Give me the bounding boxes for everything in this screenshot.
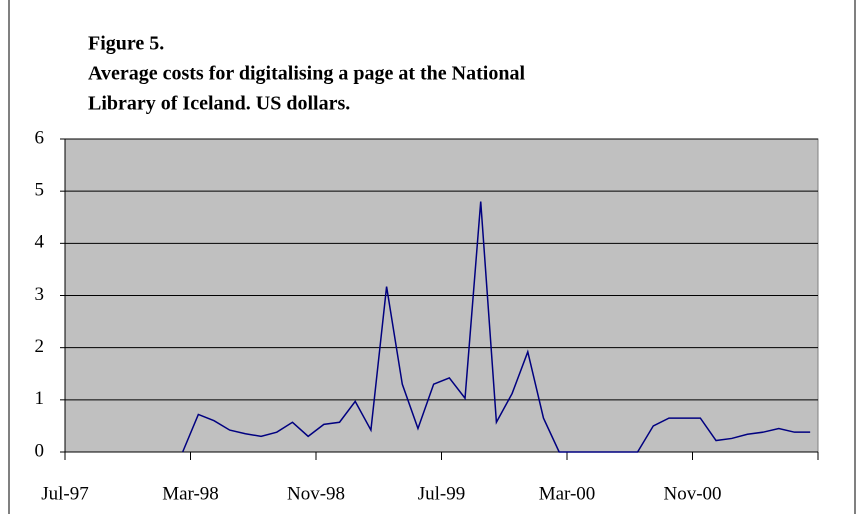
y-tick-label: 2 (35, 336, 45, 357)
chart-title: Figure 5. (88, 33, 164, 55)
y-tick-label: 3 (35, 284, 45, 305)
chart-title: Average costs for digitalising a page at… (88, 63, 525, 85)
y-tick-label: 0 (35, 440, 45, 461)
x-tick-label: Mar-98 (162, 483, 219, 504)
x-tick-label: Mar-00 (539, 483, 596, 504)
y-tick-label: 1 (35, 388, 45, 409)
x-tick-label: Jul-97 (41, 483, 89, 504)
chart-frame (8, 0, 856, 514)
x-tick-label: Nov-98 (287, 483, 345, 504)
y-tick-label: 6 (35, 127, 45, 148)
y-tick-label: 5 (35, 180, 45, 201)
x-tick-label: Jul-99 (418, 483, 466, 504)
data-line (181, 201, 811, 453)
chart-title: Library of Iceland. US dollars. (88, 93, 350, 115)
y-tick-label: 4 (35, 232, 45, 253)
x-tick-label: Nov-00 (663, 483, 721, 504)
